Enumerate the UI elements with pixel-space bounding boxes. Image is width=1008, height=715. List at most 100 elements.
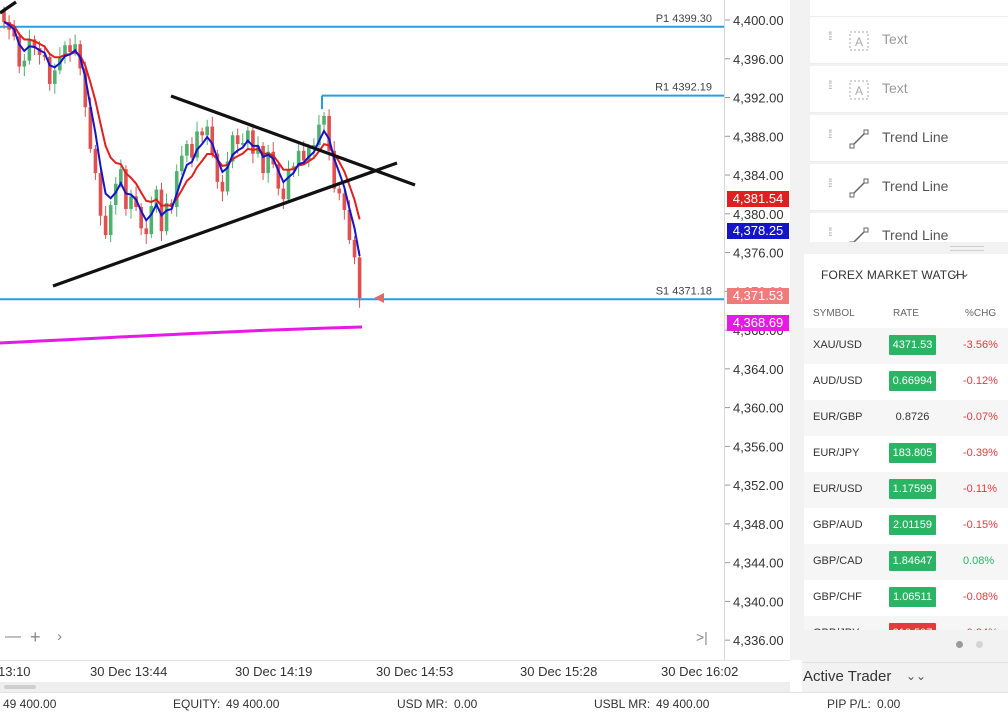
candle-body: [12, 29, 16, 37]
candle-body: [108, 205, 113, 236]
candle-body: [119, 169, 123, 184]
price-tick-label: 4,396.00: [733, 52, 784, 67]
price-tick-label: 4,360.00: [733, 401, 784, 416]
rate-cell[interactable]: 0.66994: [889, 371, 936, 391]
chevron-down-icon[interactable]: ⌄⌄: [950, 266, 971, 280]
tool-item-text[interactable]: ⁞⁞ A Text: [810, 66, 1008, 113]
scrollbar-thumb[interactable]: [4, 685, 36, 689]
text-icon: A: [849, 31, 869, 51]
chart-scrollbar[interactable]: [0, 682, 790, 692]
drag-handle-icon[interactable]: ⁞⁞: [828, 78, 832, 92]
change-cell: -0.39%: [963, 447, 998, 459]
candle-body: [63, 45, 67, 57]
ema-slow-tag: 4,378.25: [727, 222, 789, 239]
trend-line-icon: [849, 129, 869, 149]
chevron-right-icon[interactable]: ›: [57, 628, 62, 645]
price-tick-label: 4,348.00: [733, 517, 784, 532]
pivot-level-label: R1 4392.19: [655, 82, 712, 94]
candle-body: [124, 169, 128, 209]
drag-handle-icon[interactable]: ⁞⁞: [828, 225, 832, 239]
candle-body: [286, 170, 291, 200]
rate-cell[interactable]: 183.805: [889, 443, 936, 463]
market-watch-row[interactable]: EUR/USD 1.17599 -0.11%: [804, 472, 1008, 508]
active-trader-header[interactable]: Active Trader ⌄⌄: [802, 662, 1008, 693]
market-watch-row[interactable]: AUD/USD 0.66994 -0.12%: [804, 364, 1008, 400]
candle-body: [32, 39, 37, 49]
candle-body: [83, 68, 88, 108]
rate-cell[interactable]: 2.01159: [889, 515, 936, 535]
price-axis[interactable]: 4,400.00 4,396.00 4,392.00 4,388.00 4,384.00…: [724, 0, 791, 660]
candle-body: [327, 115, 331, 151]
market-watch-row[interactable]: GBP/JPY 210.597 -0.34%: [804, 616, 1008, 630]
candle-body: [47, 56, 52, 84]
candle-body: [215, 153, 220, 182]
candle-body: [251, 130, 255, 154]
pivot-level-label: S1 4371.18: [656, 285, 712, 297]
symbol-cell: GBP/CAD: [813, 555, 863, 567]
tool-item-trend-line[interactable]: ⁞⁞ Trend Line: [810, 213, 1008, 242]
candle-body: [352, 239, 357, 258]
tool-item-partial[interactable]: [810, 0, 1008, 17]
candle-body: [113, 183, 118, 206]
zoom-out-icon[interactable]: —: [5, 628, 21, 645]
tool-item-trend-line[interactable]: ⁞⁞ Trend Line: [810, 115, 1008, 162]
zoom-in-icon[interactable]: +: [30, 627, 41, 647]
ema-fast-line: [3, 20, 361, 220]
market-watch-row[interactable]: XAU/USD 4371.53 -3.56%: [804, 328, 1008, 364]
market-watch-row[interactable]: GBP/AUD 2.01159 -0.15%: [804, 508, 1008, 544]
symbol-cell: XAU/USD: [813, 339, 862, 351]
drag-handle-icon[interactable]: ⁞⁞: [828, 127, 832, 141]
market-watch-row[interactable]: EUR/JPY 183.805 -0.39%: [804, 436, 1008, 472]
price-tick-label: 4,364.00: [733, 362, 784, 377]
rate-cell[interactable]: 1.17599: [889, 479, 936, 499]
candle-body: [342, 193, 347, 210]
symbol-cell: EUR/JPY: [813, 447, 860, 459]
svg-text:A: A: [855, 35, 863, 49]
tool-item-text[interactable]: ⁞⁞ A Text: [810, 17, 1008, 64]
price-tags: 4,381.54 4,378.25 4,371.53 4,368.69: [727, 0, 791, 660]
rate-cell[interactable]: 1.06511: [889, 587, 936, 607]
tool-label: Text: [882, 80, 908, 96]
candle-body: [174, 171, 179, 208]
rate-cell[interactable]: 4371.53: [889, 335, 936, 355]
time-axis[interactable]: 13:10 30 Dec 13:44 30 Dec 14:19 30 Dec 1…: [0, 660, 790, 683]
tool-label: Text: [882, 31, 908, 47]
chart-canvas[interactable]: P1 4399.30 R1 4392.19 S1 4371.18: [0, 0, 724, 660]
pager-dot[interactable]: [956, 641, 963, 648]
price-tick-label: 4,400.00: [733, 13, 784, 28]
active-trader-title: Active Trader: [803, 668, 892, 685]
candle-body: [88, 107, 93, 149]
candle-body: [159, 189, 164, 232]
market-watch-row[interactable]: GBP/CHF 1.06511 -0.08%: [804, 580, 1008, 616]
pager-dot[interactable]: [976, 641, 983, 648]
rate-cell[interactable]: 0.8726: [895, 411, 930, 423]
resize-grip[interactable]: [950, 246, 984, 251]
usd-mr-value: 0.00: [454, 697, 478, 711]
rate-cell[interactable]: 1.84647: [889, 551, 936, 571]
chevron-down-icon[interactable]: ⌄⌄: [906, 669, 927, 683]
trend-line-icon: [849, 178, 869, 198]
time-tick: 13:10: [0, 664, 31, 679]
time-tick: 30 Dec 14:53: [376, 664, 454, 679]
column-header-rate[interactable]: RATE: [893, 308, 919, 319]
account-status-bar: 49 400.00 EQUITY: 49 400.00 USD MR: 0.00…: [0, 692, 1008, 715]
drag-handle-icon[interactable]: ⁞⁞: [828, 176, 832, 190]
tool-item-trend-line[interactable]: ⁞⁞ Trend Line: [810, 164, 1008, 211]
panel-divider[interactable]: [790, 0, 802, 660]
scroll-to-end-icon[interactable]: >|: [696, 629, 708, 645]
candle-body: [93, 148, 98, 174]
candle-body: [98, 173, 103, 216]
drag-handle-icon[interactable]: ⁞⁞: [828, 29, 832, 43]
trendline-lower: [52, 161, 398, 288]
time-tick: 30 Dec 13:44: [90, 664, 168, 679]
price-chart[interactable]: P1 4399.30 R1 4392.19 S1 4371.18 — + › >|: [0, 0, 724, 660]
price-tick-label: 4,392.00: [733, 91, 784, 106]
market-watch-row[interactable]: GBP/CAD 1.84647 0.08%: [804, 544, 1008, 580]
rate-cell[interactable]: 210.597: [889, 623, 936, 630]
column-header-change[interactable]: %CHG: [965, 308, 997, 319]
drawing-tools-list[interactable]: ⁞⁞ A Text ⁞⁞ A Text ⁞⁞ Trend Line: [806, 0, 1008, 242]
ema-slow-line: [3, 21, 361, 257]
right-panel: ⁞⁞ A Text ⁞⁞ A Text ⁞⁞ Trend Line: [802, 0, 1008, 692]
market-watch-row[interactable]: EUR/GBP 0.8726 -0.07%: [804, 400, 1008, 436]
column-header-symbol[interactable]: SYMBOL: [813, 308, 855, 319]
